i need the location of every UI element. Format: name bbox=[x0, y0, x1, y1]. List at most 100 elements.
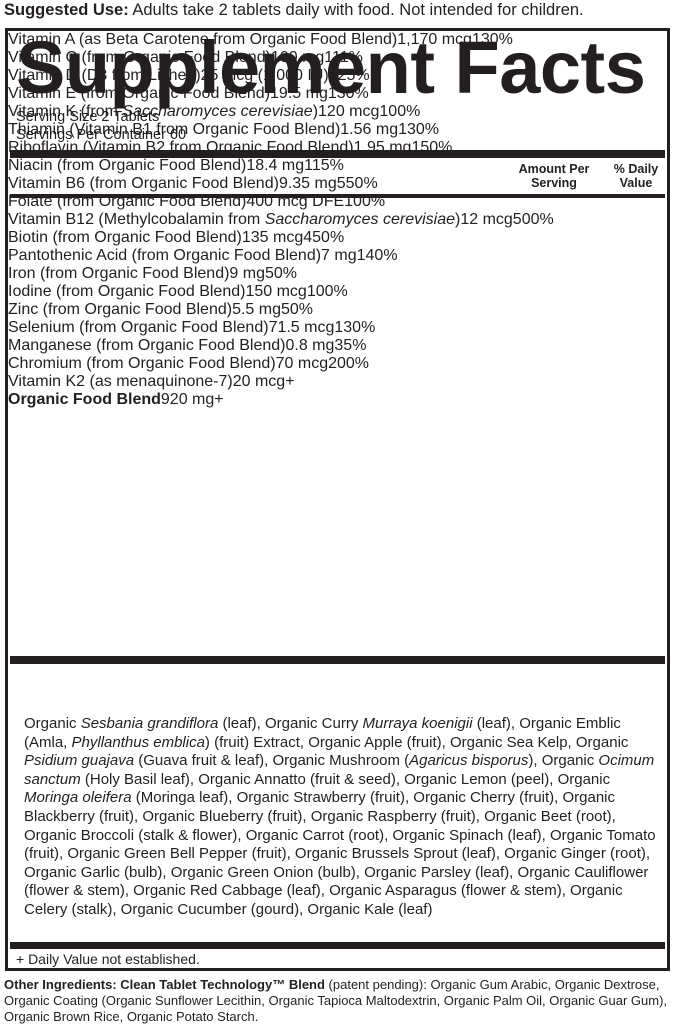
text: ) (fruit) Extract, Organic Apple (fruit)… bbox=[204, 733, 629, 751]
nutrient-name: Organic Food Blend bbox=[8, 391, 161, 408]
text: Organic Food Blend bbox=[8, 391, 161, 408]
daily-value: 35% bbox=[334, 337, 367, 354]
row: Manganese (from Organic Food Blend)0.8 m… bbox=[8, 337, 667, 355]
daily-value: 130% bbox=[334, 319, 376, 336]
italic-text: Sesbania grandiflora bbox=[80, 715, 219, 732]
daily-value: 130% bbox=[398, 121, 440, 138]
amount: 1,170 mcg bbox=[397, 31, 472, 48]
row: Vitamin B12 (Methylcobalamin from Saccha… bbox=[8, 211, 667, 229]
nutrient-name: Vitamin C (from Organic Food Blend) bbox=[8, 49, 271, 66]
nutrient-name: Vitamin K2 (as menaquinone-7) bbox=[8, 373, 233, 390]
amount: 150 mcg bbox=[245, 283, 307, 300]
amount: 18.4 mg bbox=[246, 157, 305, 174]
other-rows: Vitamin K2 (as menaquinone-7)20 mcg+ Orga… bbox=[8, 373, 667, 409]
row: Vitamin D (D3 from Lichen)25 mcg (1,000 … bbox=[8, 67, 667, 85]
row: Vitamin K2 (as menaquinone-7)20 mcg+ bbox=[8, 373, 667, 391]
italic-text: Moringa oleifera bbox=[24, 789, 132, 807]
text: (leaf), Organic Curry bbox=[218, 715, 363, 732]
daily-value: 130% bbox=[471, 31, 513, 48]
row: Iodine (from Organic Food Blend)150 mcg1… bbox=[8, 283, 667, 301]
nutrient-name: Vitamin D (D3 from Lichen) bbox=[8, 67, 201, 84]
serving-size: Serving Size 2 Tablets bbox=[16, 109, 160, 125]
thick-rule bbox=[10, 656, 665, 664]
title: Supplement Facts bbox=[16, 26, 646, 109]
text: Vitamin K2 (as menaquinone-7) bbox=[8, 373, 233, 390]
nutrient-name: Biotin (from Organic Food Blend) bbox=[8, 229, 242, 246]
text: Organic bbox=[24, 715, 81, 732]
amount: 920 mg bbox=[160, 391, 215, 408]
daily-value: 111% bbox=[324, 49, 363, 66]
nutrient-rows: Vitamin A (as Beta Carotene from Organic… bbox=[8, 31, 667, 373]
italic-text: Agaricus bisporus bbox=[409, 752, 529, 770]
amount: 25 mcg (1,000 IU) bbox=[200, 67, 329, 84]
text: Vitamin D (D3 from Lichen) bbox=[8, 67, 201, 84]
text: ) bbox=[455, 211, 461, 228]
text: Vitamin B12 (Methylcobalamin from bbox=[8, 211, 265, 228]
text: Chromium (from Organic Food Blend) bbox=[8, 355, 276, 372]
daily-value: 450% bbox=[303, 229, 345, 246]
daily-value: + bbox=[214, 391, 224, 408]
daily-value: 100% bbox=[306, 283, 348, 300]
label: Other Ingredients: Clean Tablet Technolo… bbox=[4, 977, 325, 992]
daily-value: 100% bbox=[379, 103, 421, 120]
nutrient-name: Vitamin B12 (Methylcobalamin from Saccha… bbox=[8, 211, 460, 228]
nutrient-name: Pantothenic Acid (from Organic Food Blen… bbox=[8, 247, 321, 264]
text: Vitamin B6 (from Organic Food Blend) bbox=[8, 175, 279, 192]
nutrient-name: Vitamin B6 (from Organic Food Blend) bbox=[8, 175, 279, 192]
row: Organic Food Blend920 mg+ bbox=[8, 391, 667, 409]
amount: 120 mcg bbox=[318, 103, 380, 120]
daily-value: + bbox=[285, 373, 295, 390]
nutrient-name: Vitamin E (from Organic Food Blend) bbox=[8, 85, 270, 102]
thick-rule bbox=[10, 942, 665, 949]
nutrient-name: Vitamin K (from Saccharomyces cerevisiae… bbox=[8, 103, 318, 120]
amount: 135 mcg bbox=[241, 229, 304, 246]
text: Vitamin C (from Organic Food Blend) bbox=[8, 49, 271, 66]
row: Vitamin B6 (from Organic Food Blend)9.35… bbox=[8, 175, 667, 193]
nutrient-name: Iodine (from Organic Food Blend) bbox=[8, 283, 245, 300]
rule bbox=[10, 194, 665, 198]
text: (Holy Basil leaf), Organic Annatto (frui… bbox=[80, 770, 611, 788]
amount-header: Amount Per Serving bbox=[518, 162, 590, 190]
text: Pantothenic Acid (from Organic Food Blen… bbox=[8, 247, 322, 264]
row: Selenium (from Organic Food Blend)71.5 m… bbox=[8, 319, 667, 337]
nutrient-name: Selenium (from Organic Food Blend) bbox=[8, 319, 269, 336]
text: Vitamin E (from Organic Food Blend) bbox=[8, 85, 271, 102]
thick-rule bbox=[10, 150, 665, 158]
amount: 71.5 mcg bbox=[268, 319, 335, 336]
amount: 0.8 mg bbox=[285, 337, 335, 354]
row: Vitamin C (from Organic Food Blend)100 m… bbox=[8, 49, 667, 67]
row: Vitamin E (from Organic Food Blend)19.5 … bbox=[8, 85, 667, 103]
daily-value: 550% bbox=[336, 175, 378, 192]
text: Zinc (from Organic Food Blend) bbox=[8, 301, 233, 318]
row: Biotin (from Organic Food Blend)135 mcg4… bbox=[8, 229, 667, 247]
italic-text: Psidium guajava bbox=[24, 752, 135, 770]
dv-header: % Daily Value bbox=[613, 162, 659, 190]
facts-panel: Supplement Facts Serving Size 2 Tablets … bbox=[5, 26, 670, 971]
daily-value: 500% bbox=[512, 211, 554, 228]
nutrient-name: Thiamin (Vitamin B1 from Organic Food Bl… bbox=[8, 121, 340, 138]
amount: 1.56 mg bbox=[340, 121, 399, 138]
text: Iron (from Organic Food Blend) bbox=[8, 265, 230, 282]
nutrient-name: Niacin (from Organic Food Blend) bbox=[8, 157, 246, 174]
text: Iodine (from Organic Food Blend) bbox=[8, 283, 246, 300]
nutrient-name: Iron (from Organic Food Blend) bbox=[8, 265, 229, 282]
text: (Moringa leaf), Organic Strawberry (frui… bbox=[24, 789, 656, 918]
footnote: + Daily Value not established. bbox=[16, 951, 200, 967]
nutrient-name: Zinc (from Organic Food Blend) bbox=[8, 301, 232, 318]
servings-per-container: Servings Per Container 60 bbox=[16, 127, 187, 143]
amount: 7 mg bbox=[321, 247, 357, 264]
row: Vitamin A (as Beta Carotene from Organic… bbox=[8, 31, 667, 49]
amount: 9 mg bbox=[229, 265, 265, 282]
italic-text: Saccharomyces cerevisiae bbox=[122, 103, 313, 120]
text: Manganese (from Organic Food Blend) bbox=[8, 337, 286, 354]
amount: 5.5 mg bbox=[232, 301, 281, 318]
nutrient-name: Vitamin A (as Beta Carotene from Organic… bbox=[8, 31, 397, 48]
text: ), Organic bbox=[528, 752, 599, 770]
suggested-use: Suggested Use: Adults take 2 tablets dai… bbox=[4, 1, 584, 20]
row: Iron (from Organic Food Blend)9 mg50% bbox=[8, 265, 667, 283]
amount: 19.5 mg bbox=[270, 85, 328, 102]
daily-value: 50% bbox=[281, 301, 314, 318]
row: Chromium (from Organic Food Blend)70 mcg… bbox=[8, 355, 667, 373]
nutrient-name: Chromium (from Organic Food Blend) bbox=[8, 355, 276, 372]
